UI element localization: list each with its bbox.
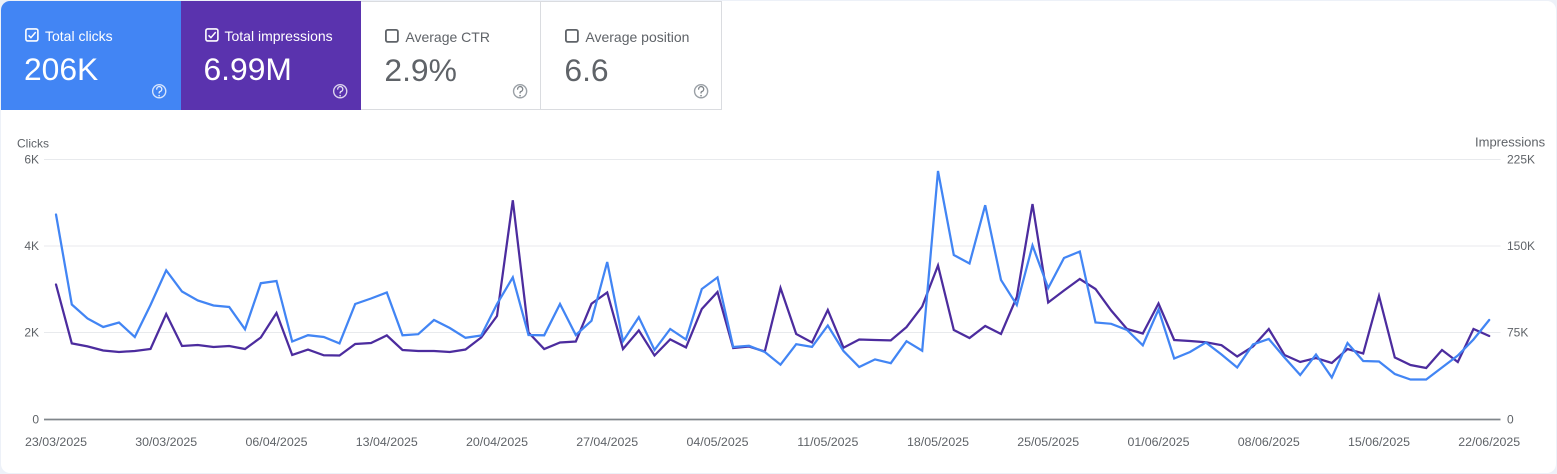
svg-text:2K: 2K — [24, 326, 39, 340]
svg-text:6K: 6K — [24, 153, 39, 167]
svg-text:0: 0 — [32, 413, 39, 427]
svg-text:27/04/2025: 27/04/2025 — [576, 435, 638, 449]
svg-text:4K: 4K — [24, 239, 39, 253]
svg-text:06/04/2025: 06/04/2025 — [245, 435, 307, 449]
svg-text:225K: 225K — [1507, 153, 1535, 167]
svg-text:20/04/2025: 20/04/2025 — [466, 435, 528, 449]
svg-text:11/05/2025: 11/05/2025 — [797, 435, 858, 449]
svg-text:04/05/2025: 04/05/2025 — [686, 435, 748, 449]
svg-text:Clicks: Clicks — [17, 137, 49, 151]
svg-text:01/06/2025: 01/06/2025 — [1127, 435, 1189, 449]
svg-text:22/06/2025: 22/06/2025 — [1458, 435, 1520, 449]
svg-text:08/06/2025: 08/06/2025 — [1238, 435, 1300, 449]
svg-text:15/06/2025: 15/06/2025 — [1348, 435, 1410, 449]
svg-text:0: 0 — [1507, 413, 1514, 427]
svg-text:Impressions: Impressions — [1475, 135, 1546, 150]
svg-text:150K: 150K — [1507, 239, 1535, 253]
svg-text:30/03/2025: 30/03/2025 — [135, 435, 197, 449]
svg-text:18/05/2025: 18/05/2025 — [907, 435, 969, 449]
svg-text:75K: 75K — [1507, 326, 1528, 340]
svg-text:23/03/2025: 23/03/2025 — [25, 435, 87, 449]
svg-text:13/04/2025: 13/04/2025 — [356, 435, 418, 449]
svg-text:25/05/2025: 25/05/2025 — [1017, 435, 1079, 449]
